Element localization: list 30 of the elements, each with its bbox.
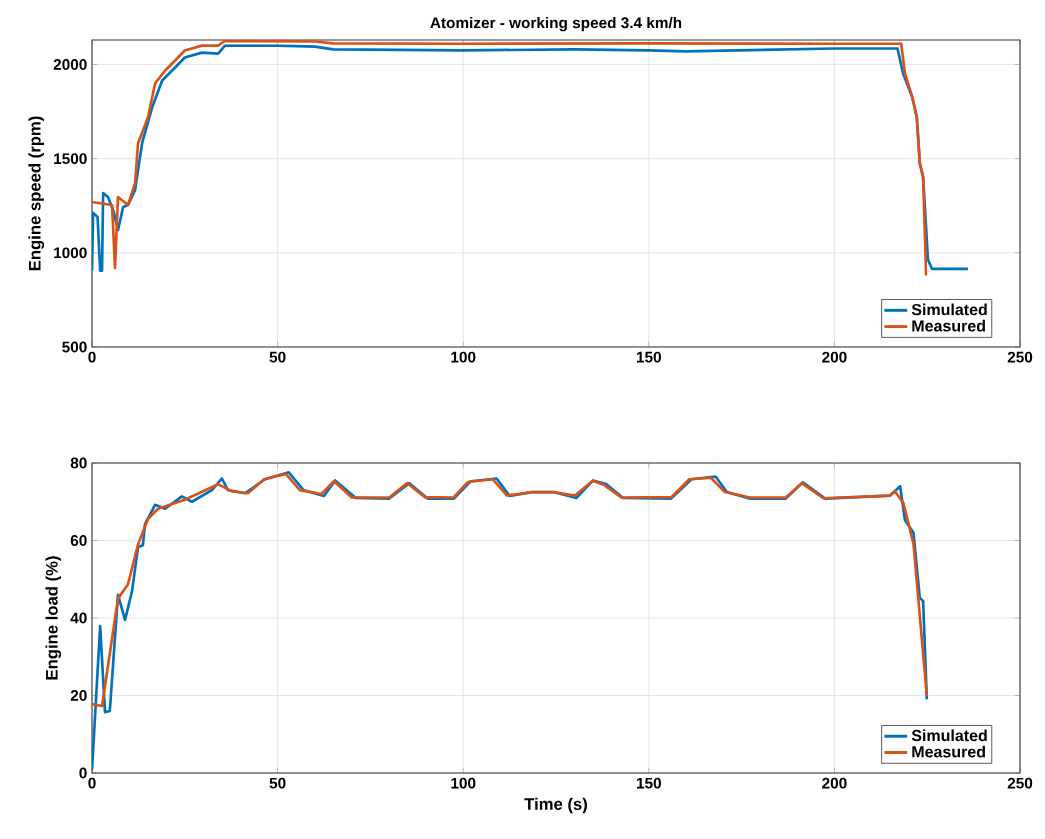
x-tick-label: 150 <box>636 777 661 789</box>
x-tick-label: 250 <box>1007 777 1033 789</box>
y-axis-title: Engine load (%) <box>45 556 62 680</box>
legend-label: Simulated <box>911 729 987 742</box>
y-tick-label: 1000 <box>54 247 87 259</box>
x-tick-label: 200 <box>822 777 847 789</box>
y-tick-label: 80 <box>70 457 87 469</box>
x-tick-label: 250 <box>1007 351 1033 363</box>
x-tick-label: 50 <box>269 351 286 363</box>
chart-title: Atomizer - working speed 3.4 km/h <box>430 16 682 32</box>
x-tick-label: 100 <box>451 777 476 789</box>
legend-label: Simulated <box>911 303 987 316</box>
x-tick-label: 200 <box>822 351 847 363</box>
x-tick-label: 0 <box>88 351 96 363</box>
y-tick-label: 1500 <box>54 153 87 165</box>
legend-label: Measured <box>912 745 985 758</box>
y-tick-label: 0 <box>79 767 87 779</box>
x-tick-label: 0 <box>88 777 96 789</box>
x-tick-label: 150 <box>636 351 661 363</box>
y-tick-label: 60 <box>70 535 87 546</box>
x-tick-label: 100 <box>451 351 476 363</box>
legend-label: Measured <box>912 319 985 332</box>
x-axis-title: Time (s) <box>524 797 587 814</box>
y-tick-label: 20 <box>70 690 87 701</box>
y-tick-label: 500 <box>62 341 87 353</box>
x-tick-label: 50 <box>269 777 286 789</box>
line-series <box>92 472 929 708</box>
y-tick-label: 40 <box>70 612 87 624</box>
y-tick-label: 2000 <box>53 59 87 70</box>
y-axis-title: Engine speed (rpm) <box>28 116 45 271</box>
